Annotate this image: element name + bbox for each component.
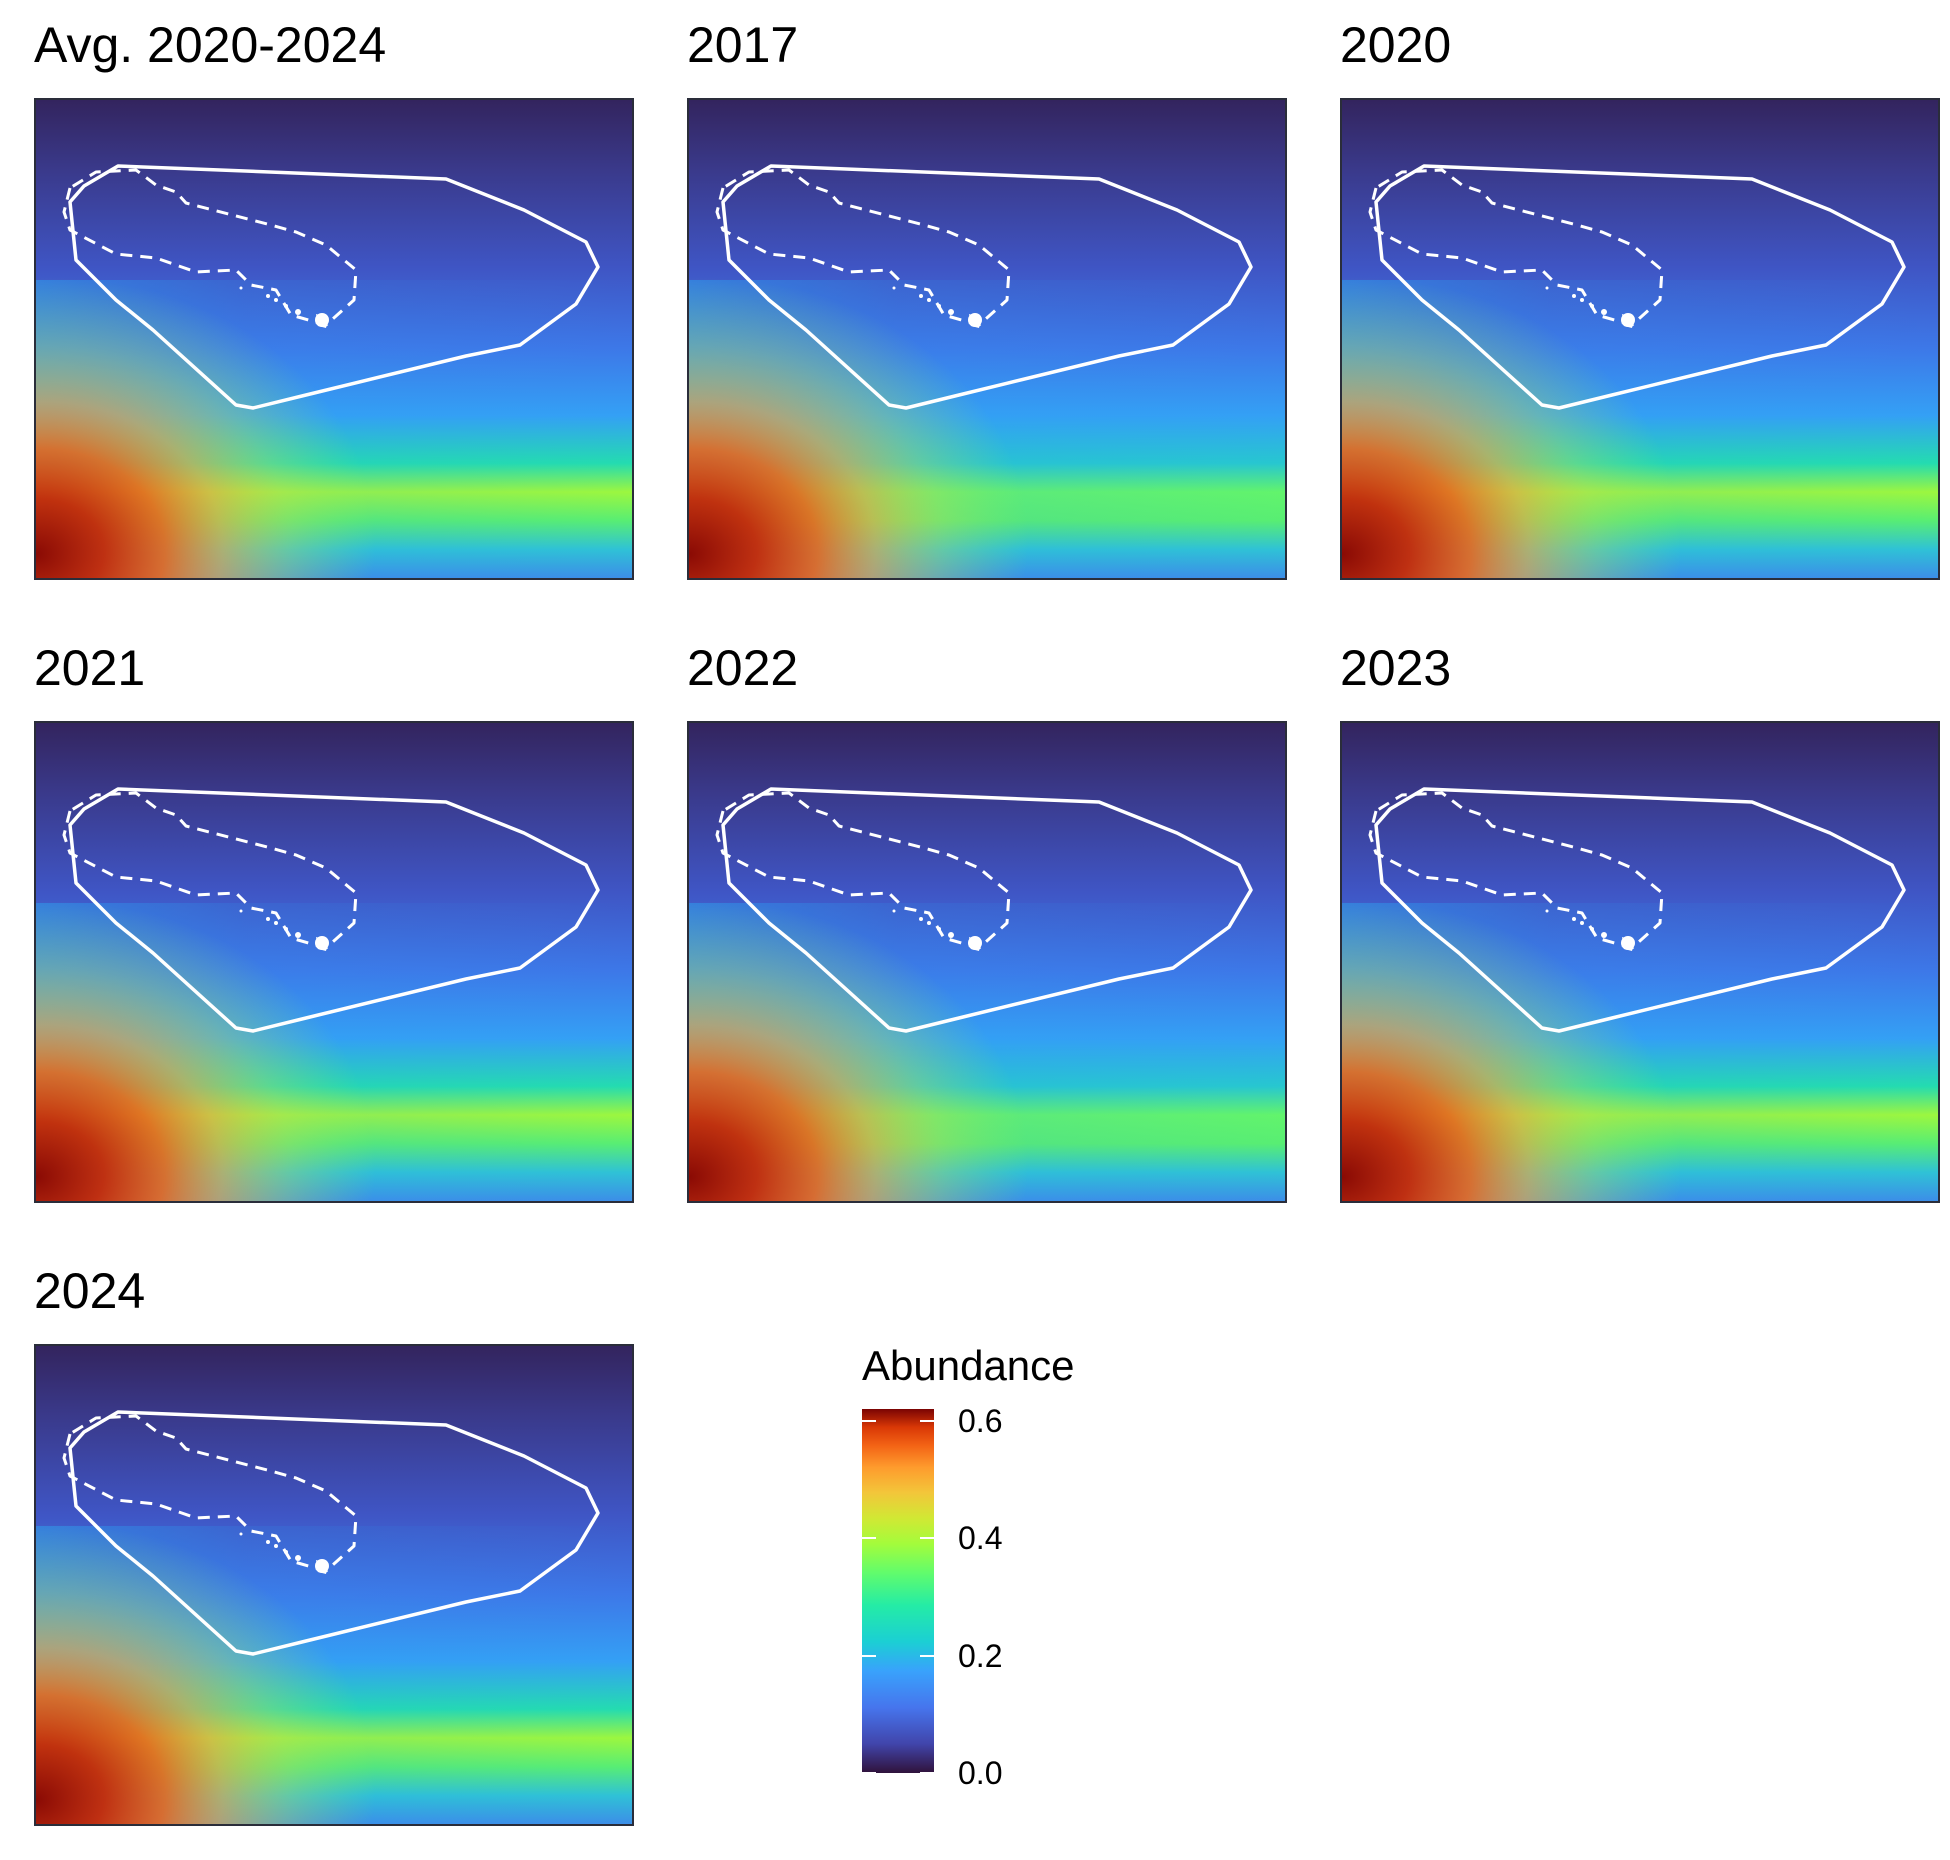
map-panel: 2024: [34, 1266, 634, 1826]
map-panel: 2022: [687, 643, 1287, 1203]
abundance-map: [34, 1344, 634, 1826]
island-marks: [1545, 286, 1635, 328]
legend-tick-label: 0.4: [958, 1520, 1003, 1557]
panel-title: 2021: [34, 640, 146, 696]
legend-tick-mark: [920, 1772, 934, 1774]
inner-dashed-boundary: [715, 168, 1011, 327]
outer-boundary: [721, 787, 1253, 1033]
map-panel: 2023: [1340, 643, 1940, 1203]
legend-tick-mark: [920, 1419, 934, 1422]
panel-title: 2023: [1340, 640, 1452, 696]
legend-tick-mark: [920, 1654, 934, 1657]
legend-tick-label: 0.2: [958, 1637, 1003, 1674]
inner-dashed-boundary: [1368, 168, 1664, 327]
legend-tick-mark: [862, 1654, 876, 1657]
legend-title: Abundance: [862, 1342, 1075, 1389]
color-legend: Abundance 0.0 0.2 0.4 0.6: [862, 1342, 1162, 1789]
legend-tick-mark: [920, 1537, 934, 1540]
map-panel: Avg. 2020-2024: [34, 20, 634, 580]
map-panel: 2021: [34, 643, 634, 1203]
abundance-map: [1340, 98, 1940, 580]
island-marks: [239, 286, 329, 328]
heatmap-surface: [36, 100, 632, 578]
panel-title: 2024: [34, 1263, 146, 1319]
abundance-map: [1340, 721, 1940, 1203]
outer-boundary: [68, 1410, 600, 1656]
inner-dashed-boundary: [1368, 791, 1664, 950]
outer-boundary: [68, 164, 600, 410]
map-panel: 2020: [1340, 20, 1940, 580]
panel-title: Avg. 2020-2024: [34, 17, 387, 73]
inner-dashed-boundary: [62, 1414, 358, 1573]
outer-boundary: [1374, 164, 1906, 410]
heatmap-surface: [1342, 723, 1938, 1201]
map-panel: 2017: [687, 20, 1287, 580]
heatmap-surface: [1342, 100, 1938, 578]
legend-colorbar: [862, 1409, 934, 1773]
heatmap-surface: [689, 723, 1285, 1201]
heatmap-surface: [36, 1346, 632, 1824]
heatmap-surface: [689, 100, 1285, 578]
legend-tick-mark: [862, 1419, 876, 1422]
inner-dashed-boundary: [715, 791, 1011, 950]
legend-tick-label: 0.0: [958, 1755, 1003, 1791]
island-marks: [239, 909, 329, 951]
island-marks: [239, 1532, 329, 1574]
abundance-map: [34, 98, 634, 580]
island-marks: [892, 286, 982, 328]
abundance-map: [687, 98, 1287, 580]
panel-title: 2020: [1340, 17, 1452, 73]
outer-boundary: [721, 164, 1253, 410]
abundance-map: [34, 721, 634, 1203]
heatmap-surface: [36, 723, 632, 1201]
inner-dashed-boundary: [62, 791, 358, 950]
abundance-map: [687, 721, 1287, 1203]
panel-title: 2022: [687, 640, 799, 696]
legend-tick-mark: [862, 1537, 876, 1540]
panel-title: 2017: [687, 17, 799, 73]
legend-tick-label: 0.6: [958, 1402, 1003, 1439]
inner-dashed-boundary: [62, 168, 358, 327]
outer-boundary: [68, 787, 600, 1033]
outer-boundary: [1374, 787, 1906, 1033]
island-marks: [892, 909, 982, 951]
legend-tick-mark: [862, 1772, 876, 1774]
island-marks: [1545, 909, 1635, 951]
